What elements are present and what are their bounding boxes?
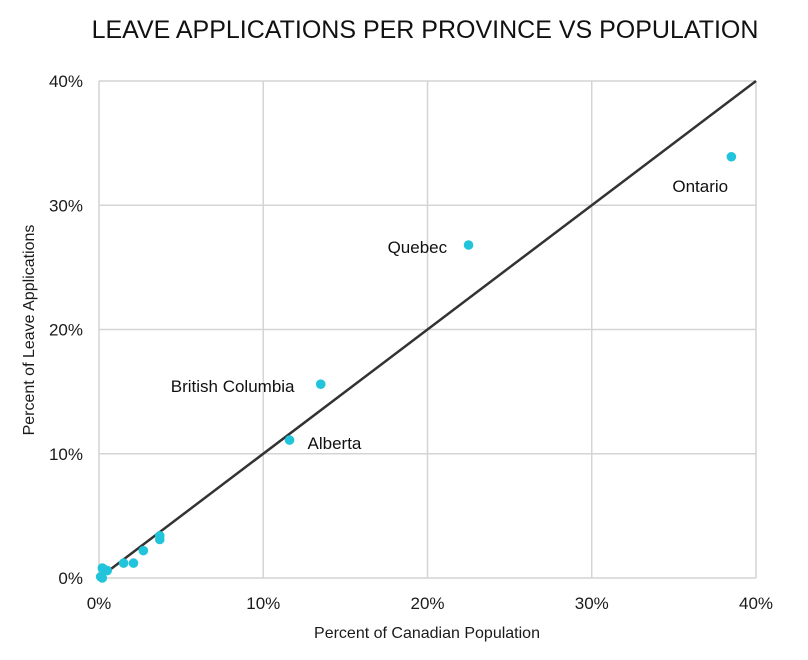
point-label: British Columbia [171, 377, 295, 396]
data-point [97, 573, 108, 583]
point-label: Quebec [388, 238, 448, 257]
x-tick-label: 40% [739, 594, 773, 613]
y-tick-label: 0% [58, 569, 83, 588]
y-tick-label: 30% [49, 196, 83, 215]
data-point [97, 563, 108, 573]
y-axis-label: Percent of Leave Applications [21, 225, 38, 436]
data-points: Ontario Quebec British Columbia Alberta [95, 151, 737, 583]
data-point [284, 435, 295, 445]
data-point [463, 240, 474, 250]
data-point [154, 534, 165, 545]
y-tick-label: 10% [49, 445, 83, 464]
y-tick-label: 20% [49, 321, 83, 340]
reference-line-group [98, 80, 757, 579]
point-label: Ontario [672, 177, 728, 196]
data-point [128, 558, 139, 568]
tick-labels: 0%0% 10% 10% 20% 20% 30% 30% 40% 40% [49, 72, 773, 613]
point-label: Alberta [308, 434, 362, 453]
x-tick-label: 10% [246, 594, 280, 613]
chart-title: LEAVE APPLICATIONS PER PROVINCE VS POPUL… [92, 16, 759, 44]
data-point [138, 545, 149, 556]
reference-line [98, 80, 757, 579]
x-tick-label: 30% [575, 594, 609, 613]
x-tick-label: 0% [87, 594, 112, 613]
x-tick-label: 20% [410, 594, 444, 613]
x-axis-label: Percent of Canadian Population [314, 625, 540, 642]
data-point [118, 558, 129, 568]
y-tick-label: 40% [49, 72, 83, 91]
data-point [315, 379, 326, 389]
data-point [726, 151, 737, 162]
